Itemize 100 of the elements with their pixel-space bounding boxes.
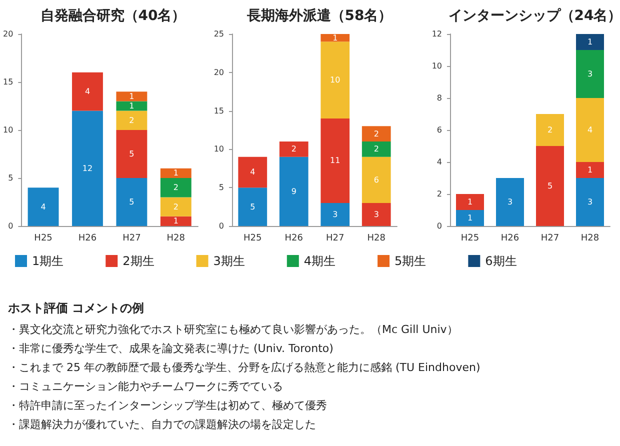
bar: [576, 98, 604, 162]
bar: [456, 194, 484, 210]
bar: [116, 92, 148, 102]
y-tick-label: 4: [436, 158, 442, 166]
bar: [160, 216, 192, 226]
bar: [116, 178, 148, 226]
data-label: 6: [374, 175, 379, 184]
data-label: 3: [507, 198, 513, 206]
text: ・コミュニケーション能力やチームワークに秀でている: [8, 380, 283, 393]
y-tick-label: 5: [8, 174, 14, 182]
bar: [116, 101, 148, 111]
bar: [116, 110, 148, 130]
bar: [279, 142, 308, 157]
legend-label: 5期生: [394, 254, 426, 268]
chart-title: インターンシップ（24名）: [448, 7, 620, 24]
data-label: 5: [129, 198, 134, 206]
bar: [576, 34, 604, 50]
bar: [362, 156, 391, 203]
data-label: 1: [173, 168, 178, 178]
legend-label: 3期生: [213, 254, 245, 268]
bar: [536, 146, 564, 226]
x-tick-label: H28: [166, 234, 186, 244]
bar: [320, 118, 350, 203]
data-label: 1: [129, 102, 134, 110]
text: ・特許申請に至ったインターンシップ学生は初めて、極めて優秀: [8, 399, 327, 412]
y-tick-label: 20: [2, 30, 14, 38]
x-tick-label: H25: [460, 234, 480, 244]
bar: [28, 188, 59, 226]
text: ・課題解決力が優れていた、自力での課題解決の場を設定した: [8, 418, 316, 431]
data-label: 11: [330, 156, 340, 166]
y-tick-label: 6: [436, 126, 442, 134]
data-label: 3: [374, 210, 379, 219]
bar: [362, 126, 391, 142]
bar: [160, 168, 192, 178]
data-label: 1: [587, 38, 593, 46]
x-tick-label: H28: [580, 234, 600, 244]
bar: [576, 162, 604, 178]
data-label: 1: [173, 216, 178, 226]
y-tick-label: 12: [432, 30, 442, 38]
data-label: 5: [547, 182, 553, 190]
data-label: 3: [332, 210, 338, 219]
bar: [238, 188, 268, 226]
bar: [320, 42, 350, 118]
bar: [536, 114, 564, 146]
data-label: 1: [332, 33, 338, 42]
text: ・非常に優秀な学生で、成果を論文発表に導けた (Univ. Toronto): [8, 342, 334, 355]
y-tick-label: 8: [436, 94, 442, 102]
legend-label: 4期生: [304, 254, 336, 268]
data-label: 4: [84, 87, 90, 96]
bar: [456, 210, 484, 226]
x-tick-label: H26: [284, 234, 304, 244]
chart-title: 長期海外派遣（58名）: [246, 8, 392, 24]
data-label: 5: [129, 150, 134, 158]
data-label: 10: [330, 76, 340, 85]
data-label: 1: [129, 92, 134, 101]
data-label: 1: [467, 214, 473, 222]
bar: [160, 178, 192, 198]
y-tick-label: 10: [432, 62, 442, 70]
y-tick-label: 10: [2, 126, 14, 134]
data-label: 3: [587, 198, 593, 206]
data-label: 2: [291, 144, 296, 154]
x-tick-label: H26: [78, 234, 97, 244]
y-tick-label: 20: [214, 68, 224, 77]
legend-label: 1期生: [32, 254, 64, 268]
bar: [362, 142, 391, 157]
legend-label: 2期生: [122, 254, 154, 268]
data-label: 5: [250, 202, 256, 212]
x-tick-label: H27: [122, 234, 141, 244]
y-tick-label: 5: [218, 183, 224, 192]
data-label: 2: [547, 126, 553, 134]
y-tick-label: 15: [214, 106, 224, 116]
data-label: 2: [129, 116, 134, 125]
text: ・これまで 25 年の教師歴で最も優秀な学生、分野を広げる熱意と能力に感銘 (TU Eindhoven): [8, 361, 480, 374]
bar: [576, 178, 604, 226]
y-tick-label: 0: [218, 222, 224, 230]
data-label: 4: [40, 202, 46, 212]
x-tick-label: H26: [500, 234, 520, 244]
bar: [320, 34, 350, 42]
x-tick-label: H27: [540, 234, 560, 244]
text: ・異文化交流と研究力強化でホスト研究室にも極めて良い影響があった。（Mc Gill Univ）: [8, 323, 458, 336]
data-label: 4: [250, 168, 256, 177]
bar: [72, 110, 103, 226]
text: ホスト評価 コメントの例: [7, 301, 144, 315]
data-label: 2: [173, 183, 178, 192]
y-tick-label: 0: [8, 222, 14, 230]
y-tick-label: 15: [2, 78, 14, 86]
x-tick-label: H27: [326, 234, 344, 244]
data-label: 1: [587, 166, 593, 174]
bar: [320, 202, 350, 226]
data-label: 4: [587, 126, 593, 134]
bar: [576, 50, 604, 98]
data-label: 2: [374, 129, 379, 138]
bar: [116, 130, 148, 178]
data-label: 12: [82, 164, 93, 173]
x-tick-label: H25: [34, 234, 52, 244]
data-label: 9: [291, 186, 296, 196]
data-label: 1: [467, 198, 473, 206]
bar: [279, 156, 308, 226]
x-tick-label: H25: [244, 234, 262, 244]
x-tick-label: H28: [367, 234, 386, 244]
